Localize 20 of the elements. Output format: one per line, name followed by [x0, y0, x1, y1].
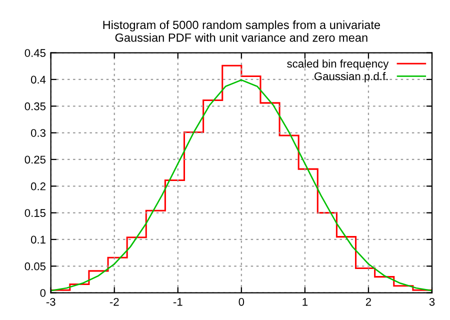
- x-tick-label: 1: [302, 298, 308, 306]
- y-tick-label: 0.4: [30, 76, 46, 84]
- y-tick-label: 0.25: [24, 156, 46, 164]
- x-tick-label: 3: [429, 298, 435, 306]
- y-tick-label: 0.05: [24, 262, 46, 270]
- x-tick-label: 0: [238, 298, 244, 306]
- y-tick-label: 0.3: [30, 129, 46, 137]
- chart-title: Histogram of 5000 random samples from a univariate Gaussian PDF with unit variance and zero mean: [103, 20, 380, 42]
- legend-label: scaled bin frequency: [287, 59, 389, 70]
- legend-label: Gaussian p.d.f.: [314, 72, 388, 82]
- x-tick-label: -2: [110, 298, 119, 306]
- y-tick-label: 0.15: [24, 209, 46, 217]
- y-tick-label: 0.2: [30, 182, 46, 190]
- x-tick-label: -1: [173, 298, 182, 306]
- y-tick-label: 0: [40, 289, 46, 297]
- x-tick-label: 2: [366, 298, 372, 306]
- y-tick-label: 0.35: [24, 102, 46, 110]
- y-tick-label: 0.1: [30, 236, 46, 244]
- y-tick-label: 0.45: [24, 49, 46, 57]
- x-tick-label: -3: [46, 298, 56, 306]
